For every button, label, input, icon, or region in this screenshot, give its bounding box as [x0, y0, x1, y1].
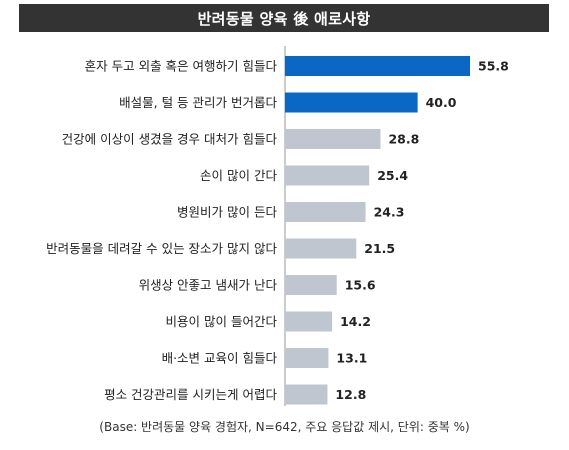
bar [285, 129, 381, 149]
chart-title-bar: 반려동물 양육 後 애로사항 [19, 4, 549, 32]
category-label: 비용이 많이 들어간다 [166, 314, 278, 329]
category-label: 평소 건강관리를 시키는게 어렵다 [104, 387, 277, 402]
data-label: 55.8 [478, 59, 509, 74]
data-label: 13.1 [336, 351, 367, 366]
bar [285, 202, 366, 222]
data-label: 15.6 [345, 278, 376, 293]
category-label: 손이 많이 간다 [200, 168, 277, 183]
data-label: 40.0 [426, 95, 457, 110]
bar [285, 238, 357, 259]
bar [285, 275, 337, 295]
category-label: 혼자 두고 외출 혹은 여행하기 힘들다 [85, 59, 278, 74]
category-label: 배설물, 털 등 관리가 번거롭다 [119, 95, 277, 110]
bar [285, 56, 470, 76]
category-label: 반려동물을 데려갈 수 있는 장소가 많지 않다 [46, 241, 277, 256]
category-label: 위생상 안좋고 냄새가 난다 [139, 278, 278, 293]
data-label: 12.8 [335, 387, 366, 402]
bar-chart: 혼자 두고 외출 혹은 여행하기 힘들다 55.8 배설물, 털 등 관리가 번거롭… [46, 46, 509, 406]
bar [285, 311, 333, 332]
data-label: 21.5 [364, 241, 395, 256]
data-label: 14.2 [340, 314, 371, 329]
bar [285, 384, 328, 405]
data-label: 24.3 [374, 205, 405, 220]
category-label: 배·소변 교육이 힘들다 [162, 351, 278, 366]
data-label: 28.8 [388, 132, 419, 147]
chart-footnote: (Base: 반려동물 양육 경험자, N=642, 주요 응답값 제시, 단위… [99, 420, 470, 434]
bar [285, 92, 418, 113]
bar [285, 165, 370, 186]
category-label: 건강에 이상이 생겼을 경우 대처가 힘들다 [62, 132, 278, 147]
data-label: 25.4 [377, 168, 408, 183]
chart-title: 반려동물 양육 後 애로사항 [197, 9, 371, 28]
bar [285, 348, 329, 368]
category-label: 병원비가 많이 든다 [177, 205, 277, 220]
